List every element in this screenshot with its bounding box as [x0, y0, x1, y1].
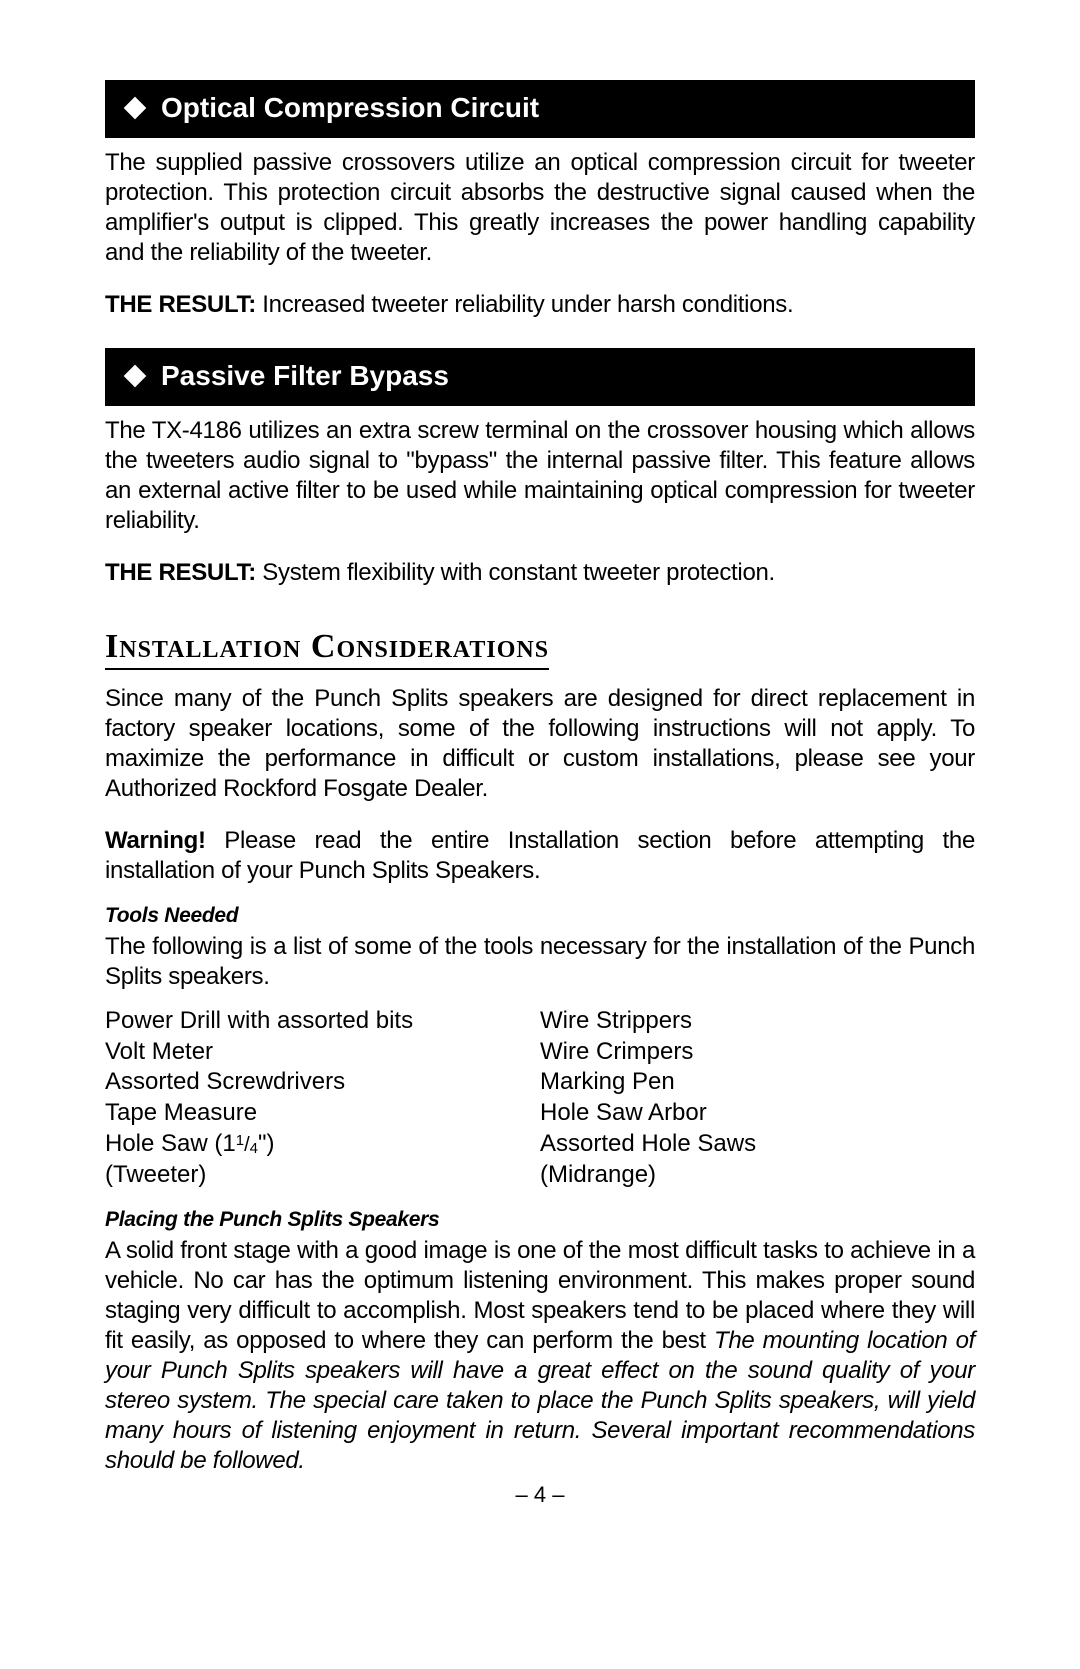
fraction-numerator: 1: [236, 1132, 244, 1149]
tool-item: Volt Meter: [105, 1037, 540, 1068]
tool-item: Wire Strippers: [540, 1006, 975, 1037]
tools-intro: The following is a list of some of the t…: [105, 932, 975, 992]
warning-text: Please read the entire Installation sect…: [105, 827, 975, 884]
warning-label: Warning!: [105, 827, 206, 854]
tool-item: (Midrange): [540, 1160, 975, 1191]
optical-body: The supplied passive crossovers utilize …: [105, 148, 975, 268]
placing-heading: Placing the Punch Splits Speakers: [105, 1208, 975, 1232]
section-header-optical: Optical Compression Circuit: [105, 80, 975, 138]
hole-saw-post: "): [258, 1130, 275, 1157]
installation-section: Installation Considerations Since many o…: [105, 616, 975, 1476]
tools-col-left: Power Drill with assorted bits Volt Mete…: [105, 1006, 540, 1190]
tool-item: Assorted Screwdrivers: [105, 1067, 540, 1098]
tool-item: Hole Saw (11/4"): [105, 1129, 540, 1160]
hole-saw-pre: Hole Saw (1: [105, 1130, 236, 1157]
section-header-text: Passive Filter Bypass: [161, 360, 449, 392]
bypass-result: THE RESULT: System flexibility with cons…: [105, 558, 975, 588]
section-header-bypass: Passive Filter Bypass: [105, 348, 975, 406]
fraction-denominator: 4: [250, 1140, 258, 1157]
placing-body: A solid front stage with a good image is…: [105, 1236, 975, 1476]
tool-item: Marking Pen: [540, 1067, 975, 1098]
optical-result: THE RESULT: Increased tweeter reliabilit…: [105, 290, 975, 320]
bypass-body: The TX-4186 utilizes an extra screw term…: [105, 416, 975, 536]
tools-heading: Tools Needed: [105, 904, 975, 928]
section-title: Installation Considerations: [105, 628, 549, 670]
diamond-icon: [124, 97, 147, 120]
result-text: Increased tweeter reliability under hars…: [256, 291, 793, 318]
tool-item: Wire Crimpers: [540, 1037, 975, 1068]
tool-item: Hole Saw Arbor: [540, 1098, 975, 1129]
tool-item: Assorted Hole Saws: [540, 1129, 975, 1160]
install-intro: Since many of the Punch Splits speakers …: [105, 684, 975, 804]
result-label: THE RESULT:: [105, 291, 256, 318]
result-label: THE RESULT:: [105, 559, 256, 586]
tools-col-right: Wire Strippers Wire Crimpers Marking Pen…: [540, 1006, 975, 1190]
tool-item: (Tweeter): [105, 1160, 540, 1191]
section-header-text: Optical Compression Circuit: [161, 92, 539, 124]
tools-list: Power Drill with assorted bits Volt Mete…: [105, 1006, 975, 1190]
tool-item: Tape Measure: [105, 1098, 540, 1129]
tool-item: Power Drill with assorted bits: [105, 1006, 540, 1037]
install-warning: Warning! Please read the entire Installa…: [105, 826, 975, 886]
result-text: System flexibility with constant tweeter…: [256, 559, 775, 586]
page-number: – 4 –: [105, 1482, 975, 1508]
diamond-icon: [124, 365, 147, 388]
